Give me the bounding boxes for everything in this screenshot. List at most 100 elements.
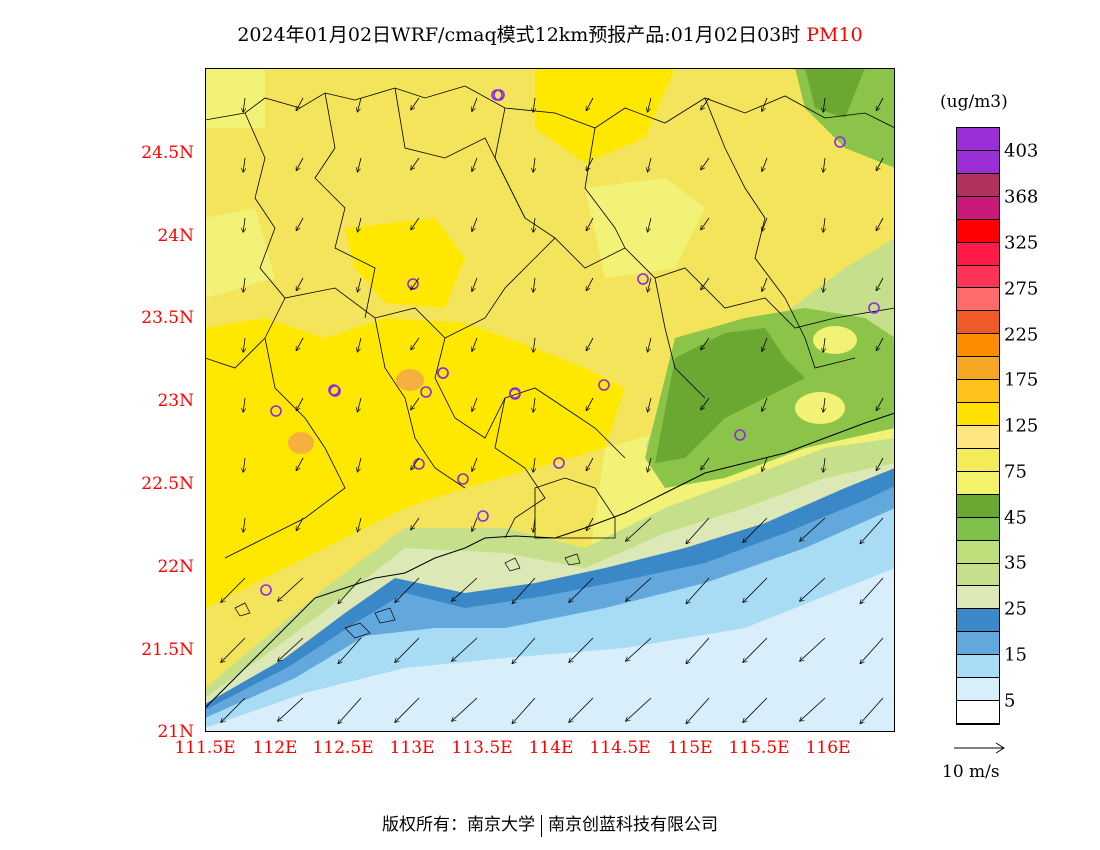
wind-arrow <box>762 337 768 351</box>
lon-tick-label: 115.5E <box>728 738 790 758</box>
legend-color-cell <box>957 357 999 381</box>
wind-arrow <box>586 457 594 470</box>
legend-color-cell <box>957 288 999 312</box>
legend-color-cell <box>957 265 999 289</box>
wind-arrow <box>586 97 594 110</box>
wind-arrow <box>512 637 536 663</box>
lon-tick-label: 112E <box>252 738 298 758</box>
vector-reference-arrow <box>954 742 1005 754</box>
wind-arrow <box>701 157 710 169</box>
wind-arrow <box>626 517 652 541</box>
pale-zone-west <box>205 208 275 298</box>
legend-color-cell <box>957 632 999 656</box>
wind-arrow <box>452 697 478 721</box>
wind-arrow <box>586 517 594 530</box>
wind-arrow <box>762 397 768 411</box>
wind-arrow <box>569 577 594 602</box>
wind-arrow <box>701 217 710 229</box>
legend-label: 45 <box>1004 507 1027 529</box>
wind-arrow <box>358 97 362 112</box>
wind-arrow <box>800 697 826 721</box>
wind-arrow <box>411 157 420 169</box>
legend-color-cell <box>957 471 999 495</box>
legend-label: 325 <box>1004 232 1039 254</box>
legend-label: 275 <box>1004 278 1039 300</box>
wind-arrow <box>221 697 246 722</box>
legend-label: 35 <box>1004 552 1027 574</box>
wind-arrow <box>701 337 710 349</box>
wind-arrow <box>395 697 420 722</box>
coastal-islands <box>234 553 581 639</box>
station-marker <box>270 405 282 417</box>
wind-arrow <box>296 517 304 530</box>
wind-arrow <box>876 277 884 290</box>
wind-arrow <box>411 97 420 109</box>
lon-tick-label: 113E <box>389 738 435 758</box>
wind-arrow <box>472 217 478 231</box>
station-marker <box>834 136 846 148</box>
wind-arrow <box>823 277 825 292</box>
wind-arrow <box>472 397 478 411</box>
legend-color-cell <box>957 609 999 633</box>
station-marker <box>413 458 425 470</box>
wind-arrow <box>533 397 535 412</box>
wind-arrow <box>860 697 884 723</box>
wind-arrow <box>411 397 420 409</box>
lon-tick-label: 115E <box>667 738 713 758</box>
legend-label: 403 <box>1004 140 1039 162</box>
station-marker <box>493 89 505 101</box>
wind-arrow <box>762 157 768 171</box>
wind-arrow <box>243 157 245 172</box>
wind-arrow <box>876 97 884 110</box>
orange-hotspot-1 <box>396 369 424 391</box>
wind-arrow <box>823 97 825 112</box>
wind-arrow <box>626 637 652 661</box>
wind-arrow <box>648 157 652 172</box>
station-marker <box>437 367 449 379</box>
wind-arrow <box>278 637 304 661</box>
pale-zone-nw <box>205 68 265 128</box>
footer-company: 南京创蓝科技有限公司 <box>548 815 718 835</box>
legend-color-cell <box>957 380 999 404</box>
wind-arrow <box>686 517 710 543</box>
wind-arrow <box>586 217 594 230</box>
legend-color-cell <box>957 150 999 174</box>
lon-tick-label: 113.5E <box>451 738 513 758</box>
ocean-pale-band <box>205 568 895 732</box>
wind-arrow <box>296 397 304 410</box>
wind-arrow <box>243 277 245 292</box>
wind-arrow <box>472 277 478 291</box>
legend-color-cell <box>957 196 999 220</box>
station-marker <box>637 273 649 285</box>
coastline <box>205 412 895 709</box>
wind-arrow <box>860 577 884 603</box>
lat-tick-label: 22N <box>157 557 194 577</box>
station-marker <box>329 385 341 397</box>
monitoring-stations <box>260 89 880 596</box>
wind-arrow <box>743 517 768 542</box>
legend-color-cell <box>957 403 999 426</box>
title-main: 2024年01月02日WRF/cmaq模式12km预报产品:01月02日03时 <box>237 24 801 46</box>
lat-tick-label: 24N <box>157 226 194 246</box>
wind-arrow <box>701 457 710 469</box>
wind-arrow <box>701 277 710 289</box>
wind-arrow <box>648 337 652 352</box>
legend-label: 25 <box>1004 598 1027 620</box>
lat-tick-label: 22.5N <box>141 474 194 494</box>
wind-arrow <box>823 397 825 412</box>
pale-island-2 <box>795 392 845 424</box>
lat-tick-label: 21N <box>157 722 194 742</box>
station-marker <box>328 384 340 396</box>
wind-arrow <box>243 397 245 412</box>
wind-arrow <box>800 637 826 661</box>
wind-arrow <box>358 337 362 352</box>
wind-arrow <box>743 697 768 722</box>
title-pollutant: PM10 <box>806 24 863 46</box>
legend-color-cell <box>957 517 999 541</box>
wind-arrow <box>743 637 768 662</box>
wind-arrow <box>411 337 420 349</box>
wind-arrow <box>626 697 652 721</box>
lon-tick-label: 114.5E <box>589 738 651 758</box>
station-marker <box>509 388 521 400</box>
high-concentration-zone-north <box>345 218 465 308</box>
